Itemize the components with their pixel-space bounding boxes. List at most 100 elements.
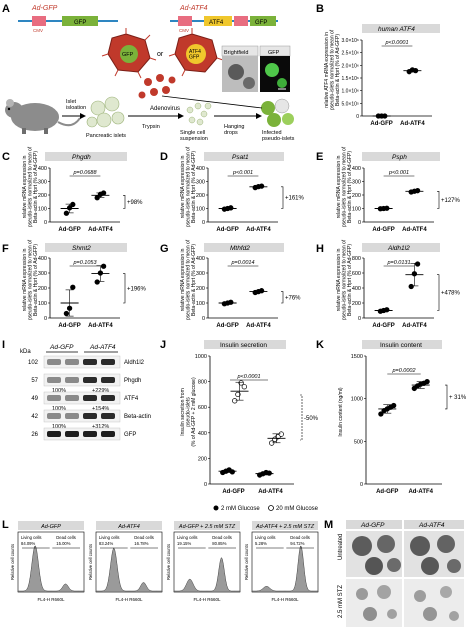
flow-histogram [17, 545, 85, 593]
F-xtick-label: Ad-GFP [58, 323, 80, 329]
construct-gfp-promoter-label: CMV [33, 28, 43, 33]
blot-kda-label: kDa [20, 349, 31, 355]
G-delta-bracket [281, 291, 284, 304]
micrograph-atf4-stz [404, 579, 464, 627]
C-pvalue: p=0.0688 [72, 170, 97, 176]
western-blot: 102 Aldh1l2 57 Phgdh 100% +229% 49 ATF4 100% +154… [28, 355, 151, 441]
E-pvalue: p<0.001 [388, 170, 409, 176]
chart-f-title: Shmt2 [72, 245, 91, 252]
G-ytick-label: 300 [196, 271, 205, 277]
flow-histogram [251, 545, 319, 593]
blot-row-label: Phgdh [124, 378, 141, 384]
blot-band [101, 413, 115, 419]
blot-row-label: Aldh1l2 [124, 360, 145, 366]
chart-k: 0 500 1000 1500 Insulin content (ng/ml) Ad-GF… [338, 354, 467, 495]
or-label: or [157, 51, 164, 58]
pancreatic-islets-label: Pancreatic islets [86, 133, 126, 139]
flow-xlabel: FL4-H R660L [271, 597, 299, 602]
gfp-image-label: GFP [268, 50, 280, 56]
panel-letter-j: J [160, 339, 166, 351]
flow-dead-label: Dead cells [212, 535, 232, 540]
construct-gfp-gene [62, 16, 98, 26]
C-delta-bracket [123, 194, 126, 209]
H-delta-label: +478% [441, 291, 461, 297]
D-ytick-label: 100 [196, 207, 205, 213]
panel-letter-m: M [324, 519, 333, 531]
legend-high-glucose: 20 mM Glucose [276, 506, 319, 512]
construct-atf4-promoter-2 [234, 16, 248, 26]
blot-band [47, 431, 61, 437]
flow-plot-frame [251, 531, 319, 593]
D-ytick-label: 0 [202, 220, 205, 226]
E-ytick-label: 300 [352, 180, 361, 186]
micrograph-gfp-stz [346, 579, 402, 627]
H-ytick-label: 800 [352, 256, 361, 262]
J-delta-label: -50% [304, 416, 319, 422]
blot-band [83, 431, 97, 437]
blot-row-label: ATF4 [124, 396, 139, 402]
micro-row1: Untreated [338, 534, 344, 560]
J-ytick-label: 1000 [195, 354, 207, 360]
panel-m: M Ad-GFP Ad-ATF4 Untreated 2.5 mM STZ [324, 519, 464, 627]
micro-row2: 2.5 mM STZ [338, 585, 344, 618]
chart-b: 0 5.0×10⁵ 1.0×10⁶ 1.5×10⁶ 2.0×10⁶ 2.5×10⁶ 3.0×… [324, 29, 432, 127]
blot-band [83, 395, 97, 401]
J-point [238, 380, 244, 386]
infected-label: Infected pseudo-islets [262, 130, 295, 142]
J-xtick-label: Ad-GFP [222, 489, 244, 495]
construct-atf4-promoter [178, 16, 192, 26]
chart-b-title: human ATF4 [378, 26, 415, 33]
panel-letter-k: K [316, 339, 324, 351]
K-ytick-label: 1000 [351, 397, 363, 403]
blot-ref-pct: 100% [52, 388, 66, 394]
K-point [391, 402, 397, 409]
B-ytick-label: 0 [356, 114, 359, 120]
D-ytick-label: 300 [196, 180, 205, 186]
panel-letter-f: F [2, 243, 9, 255]
flow-dead-pct: 15.00% [56, 541, 70, 546]
B-ytick-label: 5.0×10⁵ [341, 101, 359, 107]
blot-band [101, 359, 115, 365]
blot-band [101, 431, 115, 437]
J-ytick-label: 800 [198, 380, 207, 386]
F-delta-bracket [123, 273, 126, 304]
flow-xlabel: FL4-H R660L [115, 597, 143, 602]
E-delta-label: +127% [441, 198, 461, 204]
panel-letter-l: L [2, 519, 9, 531]
K-point [424, 378, 430, 385]
panel-letter-h: H [316, 243, 324, 255]
chart-j-title: Insulin secretion [220, 342, 267, 349]
K-point [378, 411, 384, 417]
C-delta-label: +98% [127, 200, 143, 206]
B-pvalue: p<0.0001 [384, 40, 408, 46]
blot-lane-background [43, 355, 121, 369]
K-pvalue: p=0.0002 [391, 368, 415, 374]
D-delta-label: +161% [285, 196, 305, 202]
blot-lane-background [43, 391, 121, 405]
micrograph-atf4-untreated [404, 531, 464, 577]
construct-atf4-gene2 [250, 16, 276, 26]
single-cell-label: Single cell suspension [180, 130, 208, 142]
F-xtick-label: Ad-ATF4 [88, 323, 113, 329]
B-xtick-label: Ad-GFP [370, 121, 392, 127]
blot-band [65, 431, 79, 437]
flow-living-pct: 84.09% [21, 541, 35, 546]
C-ytick-label: 300 [38, 180, 47, 186]
E-ytick-label: 400 [352, 166, 361, 172]
F-ylabel: relative mRNA expression inpseudo-islets… [22, 239, 39, 320]
virus-atf4-icon: ATF4 GFP [168, 28, 224, 77]
blot-kda-value: 26 [31, 432, 38, 438]
F-point [100, 263, 107, 269]
panel-j: J Insulin secretion 0 200 400 600 800 1000 Ins… [160, 339, 319, 512]
adenovirus-cluster-icon [138, 74, 176, 99]
micro-col2: Ad-ATF4 [418, 522, 445, 529]
G-pvalue: p=0.0014 [230, 260, 254, 266]
